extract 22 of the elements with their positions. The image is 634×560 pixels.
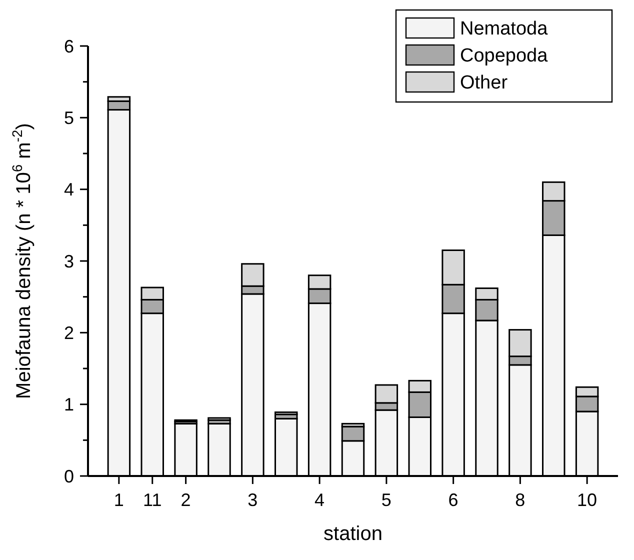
y-tick-label: 2 — [64, 322, 74, 343]
x-tick-label: 10 — [577, 490, 598, 510]
bar — [274, 411, 298, 416]
x-tick-label: 5 — [381, 490, 392, 510]
bar — [208, 417, 231, 421]
legend-label: Copepoda — [460, 46, 548, 67]
x-tick-label: 4 — [314, 490, 325, 510]
legend-label: Nematoda — [460, 18, 548, 40]
y-tick-label: 3 — [64, 251, 74, 272]
y-tick-label: 1 — [64, 394, 74, 415]
x-tick-label: 11 — [143, 490, 162, 510]
y-tick-label: 4 — [64, 180, 74, 200]
x-tick-label: 6 — [448, 490, 458, 510]
x-tick-label: 3 — [248, 490, 258, 510]
x-axis-title: station — [324, 523, 382, 545]
y-tick-label: 5 — [64, 108, 74, 128]
x-tick-label: 2 — [180, 490, 191, 510]
x-tick-label: 1 — [114, 490, 124, 510]
y-tick-label: 0 — [64, 466, 74, 486]
legend-label: Other — [460, 72, 508, 94]
x-tick-label: 8 — [515, 490, 526, 510]
y-tick-label: 6 — [64, 36, 74, 56]
